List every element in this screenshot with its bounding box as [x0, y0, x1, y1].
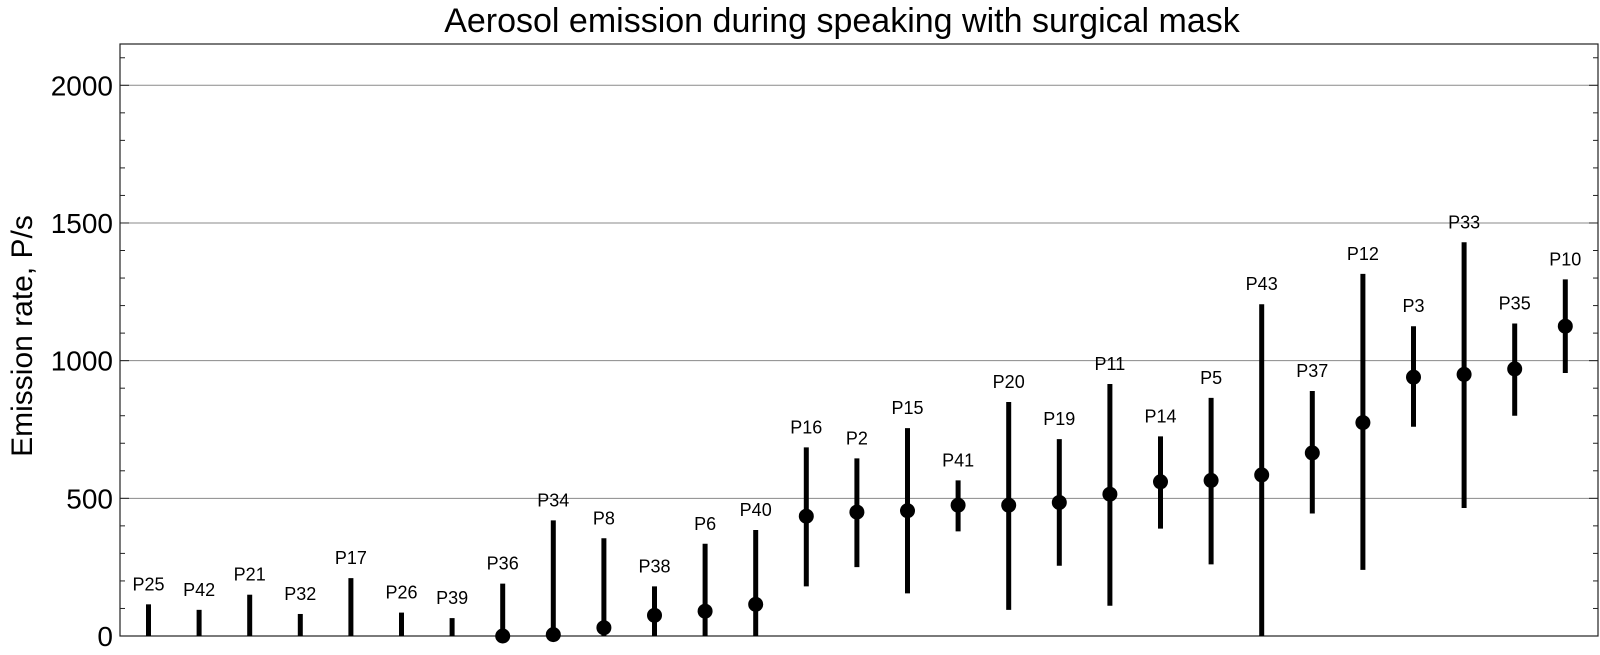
point-label: P12 — [1347, 244, 1379, 264]
point-label: P36 — [487, 554, 519, 574]
data-point-p42: P42 — [183, 580, 215, 636]
data-point-p34: P34 — [537, 490, 569, 643]
point-label: P43 — [1246, 274, 1278, 294]
y-tick-label: 1500 — [51, 208, 113, 239]
point-marker — [1456, 366, 1472, 382]
data-point-p40: P40 — [740, 500, 772, 636]
point-label: P25 — [132, 574, 164, 594]
point-marker — [1051, 494, 1067, 510]
point-label: P42 — [183, 580, 215, 600]
data-point-p8: P8 — [593, 508, 615, 636]
point-label: P38 — [638, 556, 670, 576]
point-marker — [798, 508, 814, 524]
data-point-p36: P36 — [487, 554, 519, 644]
point-label: P10 — [1549, 249, 1581, 269]
point-marker — [1355, 415, 1371, 431]
data-point-p11: P11 — [1095, 354, 1126, 606]
point-marker — [1406, 369, 1421, 385]
point-marker — [1507, 361, 1523, 377]
data-point-p35: P35 — [1499, 293, 1531, 416]
point-marker — [748, 596, 764, 612]
data-point-p38: P38 — [638, 556, 671, 636]
point-marker — [1304, 445, 1320, 461]
data-point-p19: P19 — [1043, 409, 1075, 566]
point-marker — [545, 627, 561, 643]
point-marker — [950, 497, 966, 513]
data-point-p20: P20 — [993, 372, 1025, 610]
point-label: P14 — [1144, 406, 1176, 426]
data-point-p21: P21 — [234, 565, 266, 636]
plot-frame — [119, 43, 1599, 637]
point-marker — [849, 504, 865, 520]
data-point-p17: P17 — [335, 548, 367, 636]
data-point-p41: P41 — [942, 450, 974, 532]
y-tick-label: 1000 — [51, 346, 113, 377]
point-label: P39 — [436, 588, 468, 608]
point-marker — [1001, 497, 1017, 513]
point-label: P19 — [1043, 409, 1075, 429]
data-point-p37: P37 — [1296, 361, 1328, 514]
point-label: P3 — [1402, 296, 1424, 316]
point-label: P6 — [694, 514, 716, 534]
point-marker — [1254, 467, 1270, 483]
point-label: P15 — [891, 398, 923, 418]
y-tick-label: 500 — [66, 483, 113, 514]
point-label: P32 — [284, 584, 316, 604]
data-point-p14: P14 — [1144, 406, 1177, 529]
data-point-p43: P43 — [1246, 274, 1278, 636]
data-point-p26: P26 — [385, 583, 418, 636]
data-point-p10: P10 — [1549, 249, 1581, 374]
data-marks: P25 P42 P21 P32 P17 P26 P39 P36 P34 P8 P38 P6 P40 P16… — [132, 212, 1581, 644]
point-marker — [900, 503, 915, 519]
point-label: P37 — [1296, 361, 1328, 381]
point-label: P5 — [1200, 368, 1222, 388]
data-point-p16: P16 — [790, 417, 822, 587]
point-label: P8 — [593, 508, 615, 528]
point-marker — [1102, 486, 1118, 502]
chart-title: Aerosol emission during speaking with su… — [444, 2, 1241, 40]
data-point-p15: P15 — [891, 398, 924, 594]
data-point-p32: P32 — [284, 584, 316, 636]
point-label: P26 — [385, 583, 417, 603]
data-point-p33: P33 — [1448, 212, 1480, 508]
point-marker — [1203, 472, 1219, 488]
y-axis-label: Emission rate, P/s — [6, 215, 39, 457]
point-marker — [1557, 318, 1573, 334]
data-point-p5: P5 — [1200, 368, 1222, 565]
data-point-p25: P25 — [132, 574, 165, 636]
point-marker — [596, 620, 612, 636]
data-point-p39: P39 — [436, 588, 468, 636]
y-tick-label: 2000 — [51, 70, 113, 101]
point-label: P17 — [335, 548, 367, 568]
point-label: P21 — [234, 565, 266, 585]
point-label: P41 — [942, 450, 974, 470]
point-label: P16 — [790, 417, 822, 437]
data-point-p2: P2 — [846, 428, 868, 568]
point-marker — [495, 628, 511, 644]
point-label: P40 — [740, 500, 772, 520]
data-point-p3: P3 — [1402, 296, 1425, 427]
point-marker — [697, 603, 713, 619]
point-label: P34 — [537, 490, 569, 510]
point-label: P11 — [1095, 354, 1126, 374]
data-point-p12: P12 — [1347, 244, 1379, 570]
point-label: P35 — [1499, 293, 1531, 313]
point-marker — [647, 607, 662, 623]
y-axis: 0 500 1000 1500 2000 — [51, 57, 1598, 652]
point-label: P33 — [1448, 212, 1480, 232]
point-marker — [1153, 474, 1168, 490]
point-label: P2 — [846, 428, 868, 448]
data-point-p6: P6 — [694, 514, 716, 636]
point-label: P20 — [993, 372, 1025, 392]
y-tick-label: 0 — [97, 621, 113, 652]
